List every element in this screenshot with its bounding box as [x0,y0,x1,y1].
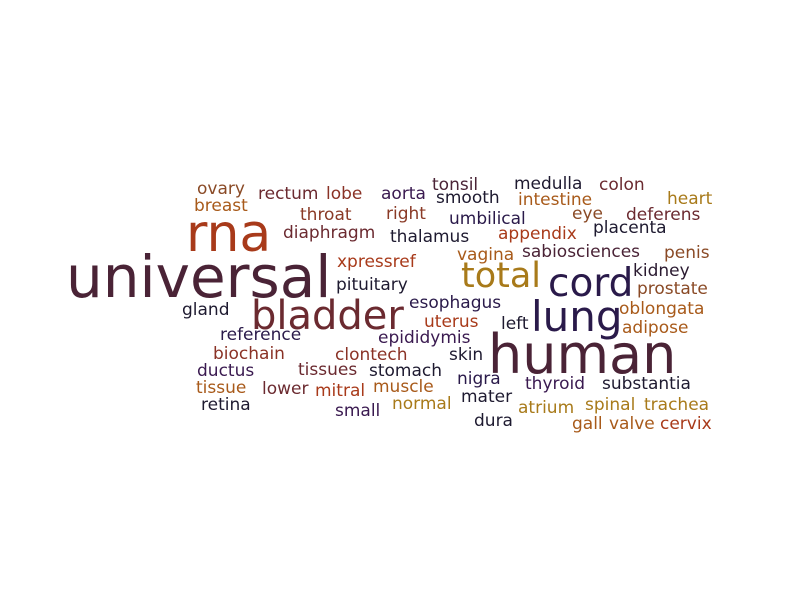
word-esophagus: esophagus [409,295,501,312]
word-nigra: nigra [457,371,501,388]
word-oblongata: oblongata [619,301,704,318]
word-lower: lower [262,381,308,398]
word-adipose: adipose [622,320,688,337]
word-smooth: smooth [436,190,500,207]
word-lung: lung [531,296,623,338]
word-trachea: trachea [644,397,709,414]
word-colon: colon [599,177,645,194]
word-right: right [386,206,426,223]
word-spinal: spinal [585,397,635,414]
word-lobe: lobe [326,186,362,203]
word-dura: dura [474,413,513,430]
word-sabiosciences: sabiosciences [522,244,640,261]
word-skin: skin [449,347,483,364]
word-normal: normal [392,396,452,413]
word-left: left [501,316,529,333]
word-mitral: mitral [315,383,365,400]
word-penis: penis [664,245,710,262]
word-throat: throat [300,207,352,224]
word-mater: mater [461,389,512,406]
word-small: small [335,403,380,420]
word-placenta: placenta [593,220,667,237]
word-diaphragm: diaphragm [283,225,375,242]
word-reference: reference [220,327,301,344]
word-xpressref: xpressref [337,254,416,271]
word-prostate: prostate [637,281,708,298]
word-vagina: vagina [457,247,514,264]
word-rectum: rectum [258,186,318,203]
word-pituitary: pituitary [336,277,408,294]
word-breast: breast [194,198,248,215]
word-thalamus: thalamus [390,229,469,246]
word-thyroid: thyroid [525,376,585,393]
word-atrium: atrium [518,400,574,417]
word-substantia: substantia [602,376,691,393]
word-valve: valve [609,416,655,433]
word-gall: gall [572,416,603,433]
word-gland: gland [182,302,230,319]
word-aorta: aorta [381,186,426,203]
word-retina: retina [201,397,251,414]
word-tissues: tissues [298,362,357,379]
word-kidney: kidney [633,263,690,280]
word-cervix: cervix [660,416,712,433]
word-appendix: appendix [498,226,577,243]
